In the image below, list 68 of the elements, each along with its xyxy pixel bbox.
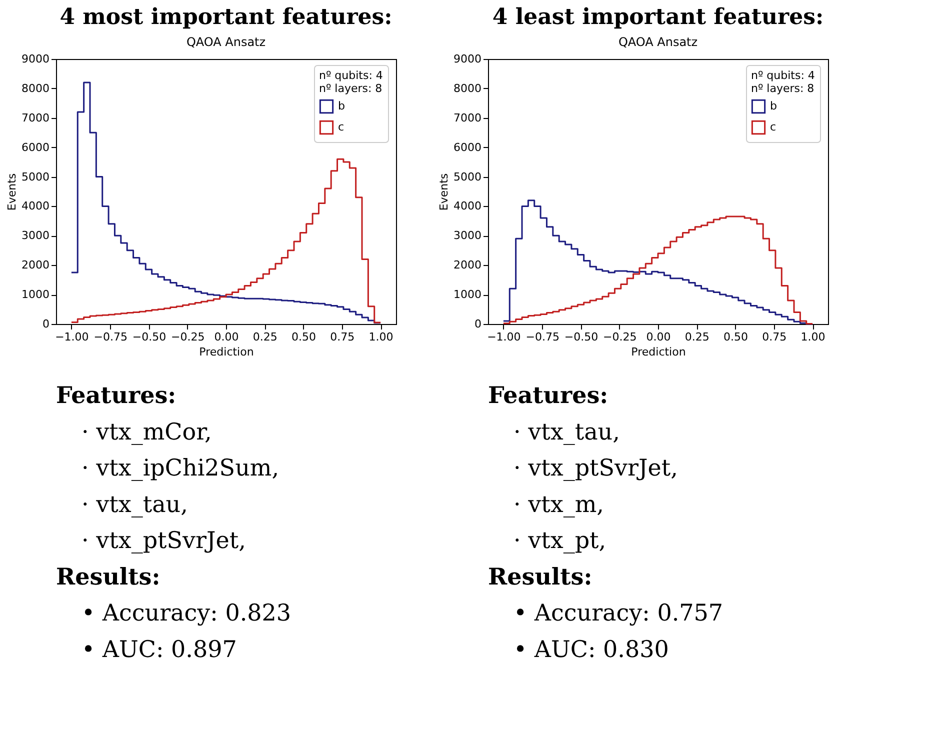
x-tick-label: 0.00	[646, 330, 671, 344]
text: · vtx_mCor,	[82, 419, 212, 446]
y-tick-label: 0	[474, 318, 482, 330]
text: • Accuracy: 0.823	[82, 600, 292, 627]
chart-subtitle: QAOA Ansatz	[618, 35, 698, 49]
y-tick-label: 5000	[454, 170, 482, 184]
x-tick-label: 1.00	[800, 330, 826, 344]
legend-label: b	[338, 100, 345, 112]
y-tick-label: 8000	[454, 82, 482, 95]
x-tick-label: −0.25	[603, 330, 637, 344]
x-tick-label: −0.75	[526, 330, 560, 344]
x-axis-title: Prediction	[631, 346, 686, 358]
y-tick-label: 6000	[22, 140, 50, 154]
y-tick-label: 2000	[454, 258, 482, 272]
y-tick-label: 8000	[22, 82, 50, 95]
text: · vtx_ptSvrJet,	[82, 528, 246, 554]
y-axis-title: Events	[438, 173, 451, 211]
y-tick-label: 9000	[454, 52, 482, 66]
y-tick-label: 5000	[22, 170, 50, 184]
text: Results:	[56, 563, 160, 590]
x-tick-label: 0.50	[292, 330, 316, 344]
x-tick-label: 0.25	[252, 330, 278, 344]
chart-title: 4 least important features:	[492, 4, 824, 30]
text: Features:	[56, 382, 176, 410]
x-tick-label: 0.75	[330, 330, 355, 344]
y-tick-label: 0	[42, 318, 50, 330]
x-tick-label: −0.25	[171, 330, 205, 344]
y-tick-label: 3000	[22, 229, 50, 242]
y-tick-label: 7000	[454, 111, 482, 124]
text: Features:	[488, 382, 608, 410]
x-axis-title: Prediction	[199, 346, 254, 358]
x-tick-label: 0.00	[214, 330, 239, 344]
text: Results:	[488, 563, 592, 590]
legend-title: nº qubits: 4 nº layers: 8	[319, 69, 383, 95]
y-tick-label: 1000	[22, 288, 50, 302]
text: · vtx_m,	[514, 492, 604, 518]
text: • Accuracy: 0.757	[514, 600, 724, 627]
text: · vtx_ipChi2Sum,	[82, 456, 279, 482]
x-tick-label: 1.00	[368, 330, 394, 344]
y-tick-label: 9000	[22, 52, 50, 66]
y-tick-label: 1000	[454, 288, 482, 302]
chart-title: 4 most important features:	[60, 4, 392, 30]
legend-label: b	[770, 100, 777, 112]
text: · vtx_pt,	[514, 528, 606, 554]
y-tick-label: 6000	[454, 140, 482, 154]
legend-title: nº qubits: 4 nº layers: 8	[751, 69, 815, 95]
legend-label: c	[338, 120, 344, 134]
x-tick-label: 0.50	[724, 330, 748, 344]
y-tick-label: 3000	[454, 229, 482, 242]
y-tick-label: 7000	[22, 111, 50, 124]
x-tick-label: −1.00	[55, 330, 89, 344]
y-tick-label: 2000	[22, 258, 50, 272]
x-tick-label: −0.50	[132, 330, 166, 344]
text: · vtx_tau,	[82, 492, 188, 518]
x-tick-label: −0.50	[564, 330, 598, 344]
y-axis-title: Events	[6, 173, 19, 211]
text: · vtx_tau,	[514, 419, 620, 446]
text: • AUC: 0.897	[82, 636, 237, 663]
x-tick-label: −1.00	[487, 330, 521, 344]
y-tick-label: 4000	[454, 200, 482, 213]
chart-subtitle: QAOA Ansatz	[186, 35, 266, 49]
text: • AUC: 0.830	[514, 636, 669, 663]
x-tick-label: 0.75	[762, 330, 787, 344]
legend-label: c	[770, 120, 776, 134]
y-tick-label: 4000	[22, 200, 50, 213]
x-tick-label: 0.25	[684, 330, 710, 344]
x-tick-label: −0.75	[94, 330, 128, 344]
text: · vtx_ptSvrJet,	[514, 456, 678, 482]
